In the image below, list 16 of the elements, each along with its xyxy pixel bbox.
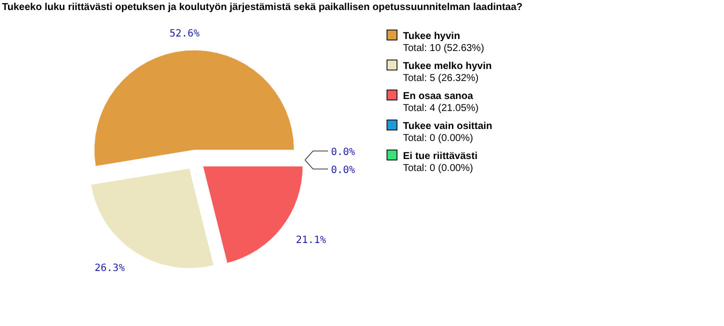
data-label: 52.6% [170,28,200,40]
chart-title: Tukeeko luku riittävästi opetuksen ja koulutyön järjestämistä sekä paikallisen opetussuunnitelman laadintaa? [2,2,523,13]
text: 0.0% [331,147,356,158]
data-label: 21.1% [296,234,326,246]
legend-label: Ei tue riittävästi [403,151,478,162]
text: Total: 0 (0.00%) [403,163,474,174]
legend-label: Tukee hyvin [403,31,460,42]
text: Total: 0 (0.00%) [403,133,474,144]
text: Total: 10 (52.63%) [403,43,484,54]
text: 0.0% [331,165,356,176]
text: Total: 4 (21.05%) [403,103,479,114]
text: Total: 5 (26.32%) [403,73,479,84]
legend-label: Tukee vain osittain [403,121,492,132]
legend-label: Tukee melko hyvin [403,61,492,72]
data-label: 26.3% [94,262,125,274]
legend-label: En osaa sanoa [403,91,474,102]
